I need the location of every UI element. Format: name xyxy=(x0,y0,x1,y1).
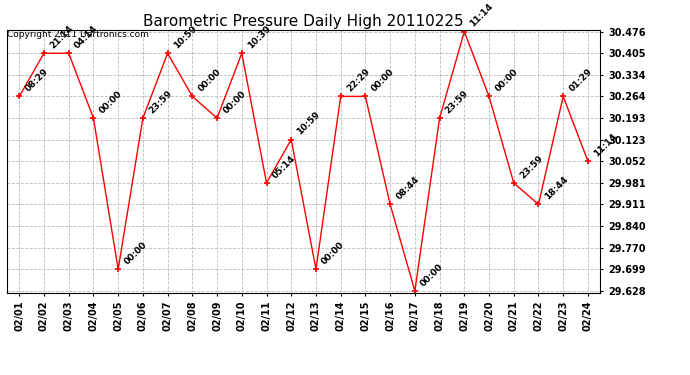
Text: 00:00: 00:00 xyxy=(122,240,148,267)
Text: 08:29: 08:29 xyxy=(23,67,50,94)
Text: 23:59: 23:59 xyxy=(518,153,544,180)
Text: 08:44: 08:44 xyxy=(394,175,421,202)
Text: 00:00: 00:00 xyxy=(419,262,445,288)
Text: 00:00: 00:00 xyxy=(370,68,396,94)
Title: Barometric Pressure Daily High 20110225: Barometric Pressure Daily High 20110225 xyxy=(144,14,464,29)
Text: 00:00: 00:00 xyxy=(320,240,346,267)
Text: 21:14: 21:14 xyxy=(48,24,75,51)
Text: 11:14: 11:14 xyxy=(469,2,495,29)
Text: 22:29: 22:29 xyxy=(345,67,371,94)
Text: 01:29: 01:29 xyxy=(567,67,594,94)
Text: 23:59: 23:59 xyxy=(147,88,174,116)
Text: 00:00: 00:00 xyxy=(221,89,248,116)
Text: 04:14: 04:14 xyxy=(73,24,99,51)
Text: Copyright 2011 Dartronics.com: Copyright 2011 Dartronics.com xyxy=(7,30,149,39)
Text: 10:59: 10:59 xyxy=(295,110,322,137)
Text: 00:00: 00:00 xyxy=(97,89,124,116)
Text: 05:14: 05:14 xyxy=(270,154,297,180)
Text: 10:39: 10:39 xyxy=(246,24,273,51)
Text: 18:44: 18:44 xyxy=(542,175,569,202)
Text: 11:14: 11:14 xyxy=(592,132,619,159)
Text: 00:00: 00:00 xyxy=(493,68,520,94)
Text: 23:59: 23:59 xyxy=(444,88,471,116)
Text: 00:00: 00:00 xyxy=(197,68,223,94)
Text: 10:59: 10:59 xyxy=(172,24,199,51)
